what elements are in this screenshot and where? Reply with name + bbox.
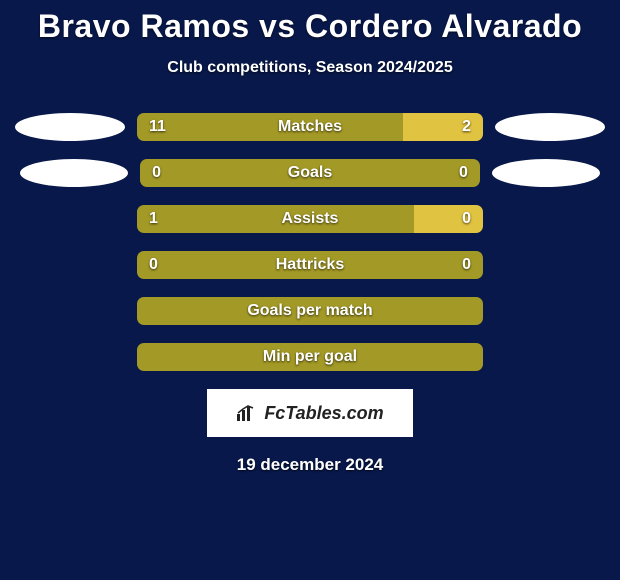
stat-bar: 10Assists <box>137 205 483 233</box>
player-right-ellipse <box>492 159 600 187</box>
stat-bar: 00Goals <box>140 159 480 187</box>
subtitle: Club competitions, Season 2024/2025 <box>0 59 620 77</box>
stat-bar: Min per goal <box>137 343 483 371</box>
stat-row: 112Matches <box>0 113 620 141</box>
stat-label: Goals <box>140 159 480 187</box>
page-title: Bravo Ramos vs Cordero Alvarado <box>0 8 620 45</box>
spacer <box>495 297 605 325</box>
spacer <box>495 205 605 233</box>
spacer <box>495 343 605 371</box>
stat-bar: 112Matches <box>137 113 483 141</box>
stat-rows: 112Matches 00Goals 10Assists 00Hattricks Goa… <box>0 113 620 371</box>
spacer <box>15 297 125 325</box>
stat-label: Matches <box>137 113 483 141</box>
date-label: 19 december 2024 <box>0 455 620 475</box>
stat-label: Goals per match <box>137 297 483 325</box>
stat-row: Goals per match <box>0 297 620 325</box>
stat-label: Hattricks <box>137 251 483 279</box>
stat-row: 10Assists <box>0 205 620 233</box>
logo-box: FcTables.com <box>207 389 413 437</box>
spacer <box>15 343 125 371</box>
stat-label: Assists <box>137 205 483 233</box>
player-right-ellipse <box>495 113 605 141</box>
stat-bar: 00Hattricks <box>137 251 483 279</box>
logo-text: FcTables.com <box>264 403 383 424</box>
stat-label: Min per goal <box>137 343 483 371</box>
player-left-ellipse <box>15 113 125 141</box>
spacer <box>15 251 125 279</box>
stat-row: 00Hattricks <box>0 251 620 279</box>
stat-bar: Goals per match <box>137 297 483 325</box>
stat-row: Min per goal <box>0 343 620 371</box>
spacer <box>495 251 605 279</box>
chart-icon <box>236 404 258 422</box>
infographic-container: Bravo Ramos vs Cordero Alvarado Club com… <box>0 0 620 475</box>
spacer <box>15 205 125 233</box>
player-left-ellipse <box>20 159 128 187</box>
stat-row: 00Goals <box>0 159 620 187</box>
